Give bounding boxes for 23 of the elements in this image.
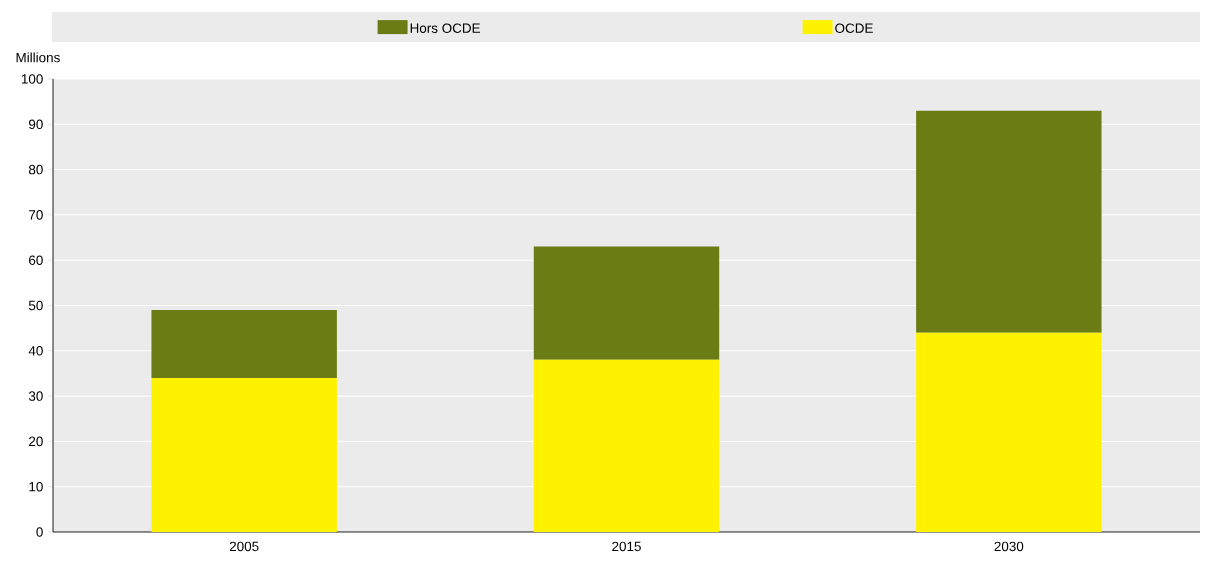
bar (533, 246, 720, 360)
bar (916, 332, 1102, 532)
y-tick-label: 0 (36, 527, 43, 537)
bar (533, 359, 720, 532)
x-tick-label: 2015 (612, 541, 641, 552)
y-tick-label: 100 (21, 74, 43, 84)
y-tick-label: 50 (28, 300, 43, 311)
legend-label: OCDE (835, 23, 873, 33)
x-tick-label: 2005 (229, 541, 259, 552)
y-axis-title: Millions (16, 52, 60, 63)
y-tick-label: 80 (28, 164, 43, 175)
y-tick-label: 10 (29, 481, 43, 492)
x-tick-label: 2030 (994, 541, 1024, 552)
y-tick-label: 90 (28, 119, 43, 130)
y-tick-label: 30 (28, 391, 43, 401)
y-tick-label: 40 (28, 346, 43, 356)
legend-label: Hors OCDE (410, 23, 480, 33)
y-tick-label: 20 (29, 436, 43, 447)
bar (151, 377, 337, 532)
y-tick-label: 70 (29, 210, 43, 220)
bar (151, 310, 337, 378)
bar (916, 110, 1102, 333)
y-tick-label: 60 (29, 255, 43, 265)
